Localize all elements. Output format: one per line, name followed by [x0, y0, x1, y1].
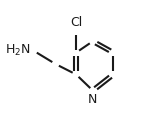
Text: H$_2$N: H$_2$N — [5, 43, 31, 58]
Text: Cl: Cl — [70, 16, 82, 29]
Text: N: N — [88, 93, 97, 106]
